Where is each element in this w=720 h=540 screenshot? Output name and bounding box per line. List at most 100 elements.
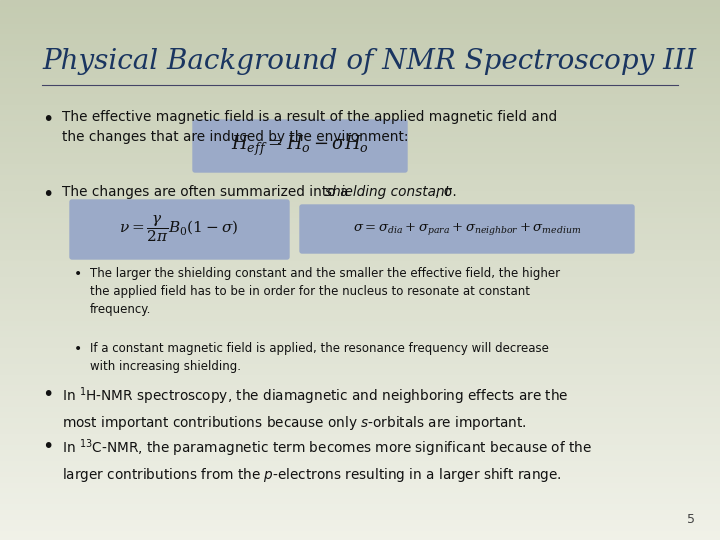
Text: The changes are often summarized into a: The changes are often summarized into a [62, 185, 353, 199]
Text: $\sigma = \sigma_{dia} + \sigma_{para} + \sigma_{neighbor} + \sigma_{medium}$: $\sigma = \sigma_{dia} + \sigma_{para} +… [353, 221, 581, 237]
Bar [0, 211, 720, 216]
Bar [0, 119, 720, 124]
Bar [0, 22, 720, 27]
Bar [0, 97, 720, 103]
Bar [0, 464, 720, 470]
Bar [0, 356, 720, 362]
Bar [0, 221, 720, 227]
Bar [0, 54, 720, 59]
Text: $\nu = \dfrac{\gamma}{2\pi} B_0(1-\sigma)$: $\nu = \dfrac{\gamma}{2\pi} B_0(1-\sigma… [120, 214, 238, 245]
Bar [0, 362, 720, 367]
Bar [0, 335, 720, 340]
Bar [0, 108, 720, 113]
Bar [0, 302, 720, 308]
Bar [0, 470, 720, 475]
Bar [0, 11, 720, 16]
Bar [0, 410, 720, 416]
Bar [0, 189, 720, 194]
Bar [0, 103, 720, 108]
Bar [0, 454, 720, 459]
Bar [0, 346, 720, 351]
Text: In $^1$H-NMR spectroscopy, the diamagnetic and neighboring effects are the
most : In $^1$H-NMR spectroscopy, the diamagnet… [62, 385, 568, 432]
Bar [0, 281, 720, 286]
Bar [0, 227, 720, 232]
Bar [0, 113, 720, 119]
Text: If a constant magnetic field is applied, the resonance frequency will decrease
w: If a constant magnetic field is applied,… [90, 342, 549, 373]
Bar [0, 324, 720, 329]
Text: , σ.: , σ. [435, 185, 456, 199]
Bar [0, 216, 720, 221]
Bar [0, 329, 720, 335]
Bar [0, 5, 720, 11]
Bar [0, 491, 720, 497]
FancyBboxPatch shape [300, 205, 634, 253]
Bar [0, 416, 720, 421]
Bar [0, 421, 720, 427]
Bar [0, 248, 720, 254]
Bar [0, 513, 720, 518]
Bar [0, 81, 720, 86]
Bar [0, 340, 720, 346]
Bar [0, 265, 720, 270]
Bar [0, 124, 720, 130]
Bar [0, 394, 720, 400]
Text: •: • [74, 267, 82, 281]
Bar [0, 76, 720, 81]
Text: •: • [42, 110, 53, 129]
Bar [0, 130, 720, 135]
Bar [0, 319, 720, 324]
Text: 5: 5 [687, 513, 695, 526]
Text: The effective magnetic field is a result of the applied magnetic field and
the c: The effective magnetic field is a result… [62, 110, 557, 144]
Bar [0, 86, 720, 92]
Bar [0, 151, 720, 157]
Text: •: • [42, 437, 53, 456]
Bar [0, 59, 720, 65]
Bar [0, 459, 720, 464]
Bar [0, 486, 720, 491]
Bar [0, 65, 720, 70]
Bar [0, 286, 720, 292]
Bar [0, 259, 720, 265]
Bar [0, 157, 720, 162]
Bar [0, 518, 720, 524]
Bar [0, 146, 720, 151]
Bar [0, 43, 720, 49]
Text: shielding constant: shielding constant [325, 185, 450, 199]
Bar [0, 502, 720, 508]
Bar [0, 405, 720, 410]
Bar [0, 481, 720, 486]
Text: •: • [42, 385, 53, 404]
Bar [0, 508, 720, 513]
Text: The larger the shielding constant and the smaller the effective field, the highe: The larger the shielding constant and th… [90, 267, 560, 316]
Bar [0, 437, 720, 443]
Bar [0, 135, 720, 140]
Bar [0, 194, 720, 200]
Bar [0, 297, 720, 302]
Bar [0, 70, 720, 76]
Bar [0, 529, 720, 535]
FancyBboxPatch shape [70, 200, 289, 259]
Bar [0, 524, 720, 529]
Bar [0, 27, 720, 32]
Bar [0, 38, 720, 43]
FancyBboxPatch shape [193, 120, 407, 172]
Bar [0, 205, 720, 211]
Bar [0, 32, 720, 38]
Bar [0, 173, 720, 178]
Bar [0, 254, 720, 259]
Bar [0, 535, 720, 540]
Bar [0, 49, 720, 54]
Bar [0, 383, 720, 389]
Bar [0, 243, 720, 248]
Bar [0, 448, 720, 454]
Bar [0, 373, 720, 378]
Text: •: • [74, 342, 82, 356]
Text: •: • [42, 185, 53, 204]
Bar [0, 270, 720, 275]
Bar [0, 432, 720, 437]
Bar [0, 351, 720, 356]
Bar [0, 16, 720, 22]
Bar [0, 427, 720, 432]
Bar [0, 92, 720, 97]
Bar [0, 0, 720, 5]
